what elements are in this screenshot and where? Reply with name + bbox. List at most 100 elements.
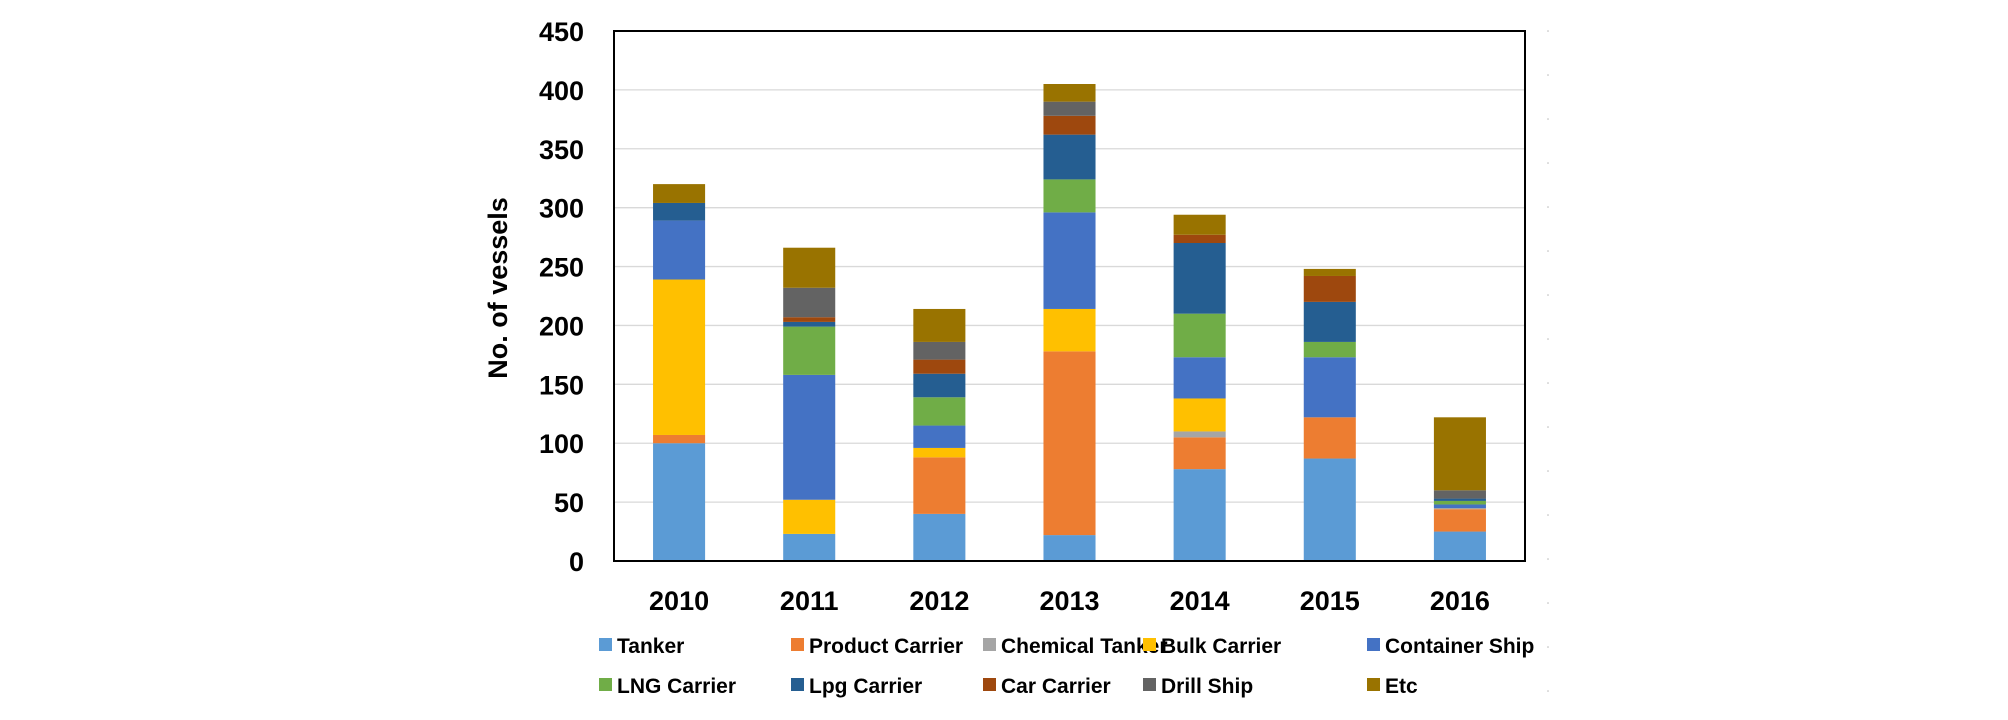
- y-axis-label: No. of vessels: [483, 197, 513, 379]
- legend-swatch: [983, 638, 996, 651]
- legend-item: Lpg Carrier: [791, 675, 922, 698]
- legend-label: Bulk Carrier: [1161, 635, 1281, 658]
- bar-segment: [1173, 437, 1226, 470]
- bar-segment: [1433, 531, 1486, 561]
- bar-segment: [913, 457, 966, 514]
- x-tick-label: 2014: [1170, 586, 1230, 616]
- x-tick-label: 2012: [909, 586, 969, 616]
- bar-segment: [653, 279, 706, 435]
- x-tick-label: 2010: [649, 586, 709, 616]
- x-tick-label: 2015: [1300, 586, 1360, 616]
- bar-segment: [1303, 275, 1356, 302]
- legend-item: Drill Ship: [1143, 675, 1253, 698]
- legend-swatch: [1143, 638, 1156, 651]
- legend-item: Chemical Tanker: [983, 635, 1168, 658]
- y-tick-label: 400: [539, 76, 584, 106]
- legend-item: LNG Carrier: [599, 675, 736, 698]
- legend-label: Drill Ship: [1161, 675, 1253, 698]
- y-tick-label: 50: [554, 488, 584, 518]
- bar-segment: [1043, 115, 1096, 135]
- bar-segment: [913, 359, 966, 374]
- legend-label: Car Carrier: [1001, 675, 1111, 698]
- legend-item: Bulk Carrier: [1143, 635, 1281, 658]
- legend-swatch: [599, 678, 612, 691]
- bar-segment: [1433, 508, 1486, 510]
- legend-item: Container Ship: [1367, 635, 1534, 658]
- y-tick-label: 450: [539, 17, 584, 47]
- legend-swatch: [791, 638, 804, 651]
- bar-segment: [913, 341, 966, 360]
- legend-label: LNG Carrier: [617, 675, 736, 698]
- right-edge-dots: [1547, 30, 1549, 692]
- legend-swatch: [983, 678, 996, 691]
- legend-swatch: [1143, 678, 1156, 691]
- bar-segment: [653, 202, 706, 221]
- bar-segment: [1173, 431, 1226, 438]
- plot-area-frame: [613, 30, 1526, 562]
- bar-segment: [1043, 351, 1096, 536]
- bar-segment: [1433, 504, 1486, 508]
- bar-segment: [1433, 498, 1486, 501]
- y-tick-label: 350: [539, 135, 584, 165]
- bar-segment: [1173, 234, 1226, 243]
- bar-segment: [913, 397, 966, 426]
- y-tick-label: 250: [539, 253, 584, 283]
- bar-segment: [1173, 243, 1226, 314]
- bar-segment: [1433, 500, 1486, 505]
- legend-swatch: [599, 638, 612, 651]
- legend-swatch: [791, 678, 804, 691]
- bar-segment: [1303, 417, 1356, 459]
- bars: [653, 84, 1486, 561]
- x-tick-label: 2013: [1039, 586, 1099, 616]
- bar-segment: [1173, 214, 1226, 235]
- bar-segment: [913, 513, 966, 561]
- bar-segment: [1173, 357, 1226, 399]
- legend-label: Product Carrier: [809, 635, 963, 658]
- bar-segment: [913, 308, 966, 342]
- x-axis-ticks: 2010 2011 2012 2013 2014 2015 2016: [649, 586, 1490, 616]
- bar-segment: [783, 321, 836, 327]
- bar-segment: [1043, 308, 1096, 352]
- legend-label: Etc: [1385, 675, 1418, 698]
- legend-item: Product Carrier: [791, 635, 963, 658]
- bar-segment: [1303, 268, 1356, 276]
- legend-item: Etc: [1367, 675, 1418, 698]
- bar-segment: [913, 425, 966, 448]
- bar-segment: [913, 373, 966, 398]
- bar-segment: [1173, 398, 1226, 432]
- y-tick-label: 200: [539, 311, 584, 341]
- bar-segment: [783, 533, 836, 561]
- bar-segment: [783, 499, 836, 534]
- bar-segment: [653, 220, 706, 280]
- bar-segment: [1043, 84, 1096, 102]
- bar-segment: [783, 326, 836, 375]
- y-tick-label: 300: [539, 194, 584, 224]
- bar-segment: [1043, 535, 1096, 561]
- bar-segment: [1433, 509, 1486, 532]
- legend-label: Lpg Carrier: [809, 675, 922, 698]
- legend-label: Chemical Tanker: [1001, 635, 1168, 658]
- bar-segment: [783, 247, 836, 288]
- legend-item: Tanker: [599, 635, 684, 658]
- bar-segment: [1173, 469, 1226, 561]
- bar-segment: [1043, 212, 1096, 309]
- bar-segment: [653, 443, 706, 561]
- bar-segment: [1303, 341, 1356, 358]
- bar-segment: [1303, 301, 1356, 342]
- bar-segment: [1303, 458, 1356, 561]
- bar-segment: [783, 374, 836, 500]
- bar-segment: [783, 287, 836, 318]
- y-tick-label: 100: [539, 429, 584, 459]
- bar-segment: [1433, 417, 1486, 491]
- bar-segment: [653, 184, 706, 203]
- bar-segment: [1043, 101, 1096, 116]
- legend-swatch: [1367, 638, 1380, 651]
- bar-segment: [1043, 134, 1096, 180]
- bar-segment: [1173, 313, 1226, 358]
- y-tick-label: 0: [569, 547, 584, 577]
- bar-segment: [1433, 490, 1486, 499]
- y-tick-label: 150: [539, 370, 584, 400]
- x-tick-label: 2011: [780, 586, 839, 616]
- bar-segment: [783, 317, 836, 322]
